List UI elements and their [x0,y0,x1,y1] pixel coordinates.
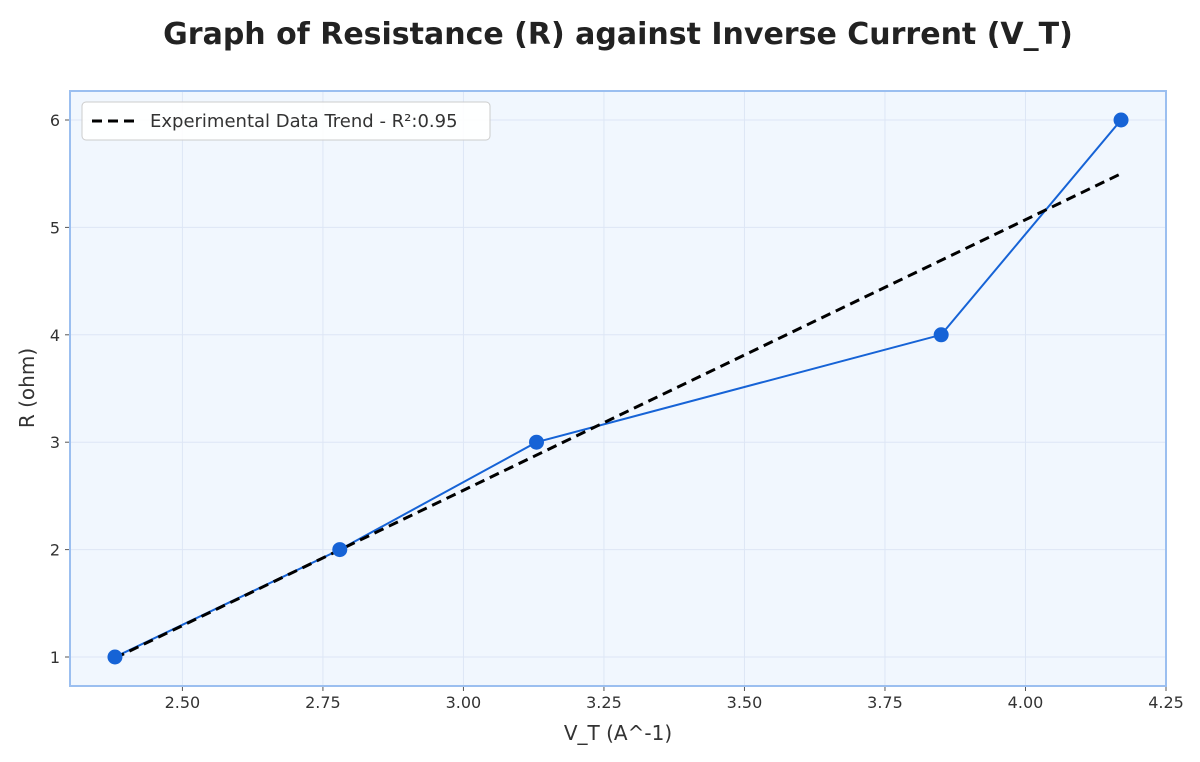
data-point [332,542,348,558]
plot-frame [69,90,1167,687]
plot-area: 2.50 2.75 3.00 3.25 3.50 3.75 4.00 4.25 1 2 3 4 5 6 Ex… [50,90,1184,712]
x-tick-label: 3.75 [867,693,903,712]
plot-background [70,91,1166,686]
y-tick-label: 4 [50,326,60,345]
y-axis-label: R (ohm) [15,348,39,428]
y-tick-label: 6 [50,111,60,130]
chart-title: Graph of Resistance (R) against Inverse … [163,17,1073,52]
x-tick-label: 2.50 [165,693,201,712]
legend-trend-label: Experimental Data Trend - R²:0.95 [150,111,458,132]
trend-line [114,172,1122,660]
y-tick-label: 3 [50,433,60,452]
x-tick-label: 4.25 [1148,693,1184,712]
y-tick-label: 2 [50,541,60,560]
y-tick-label: 1 [50,648,60,667]
data-point [933,327,949,343]
x-tick-label: 4.00 [1008,693,1044,712]
data-point [1113,112,1129,128]
x-tick-label: 2.75 [305,693,341,712]
x-tick-label: 3.50 [727,693,763,712]
y-tick-label: 5 [50,218,60,237]
x-tick-label: 3.00 [446,693,482,712]
x-tick-label: 3.25 [586,693,622,712]
data-point [529,434,545,450]
x-axis-label: V_T (A^-1) [564,721,672,745]
data-point [107,649,123,665]
legend-box [81,101,491,141]
